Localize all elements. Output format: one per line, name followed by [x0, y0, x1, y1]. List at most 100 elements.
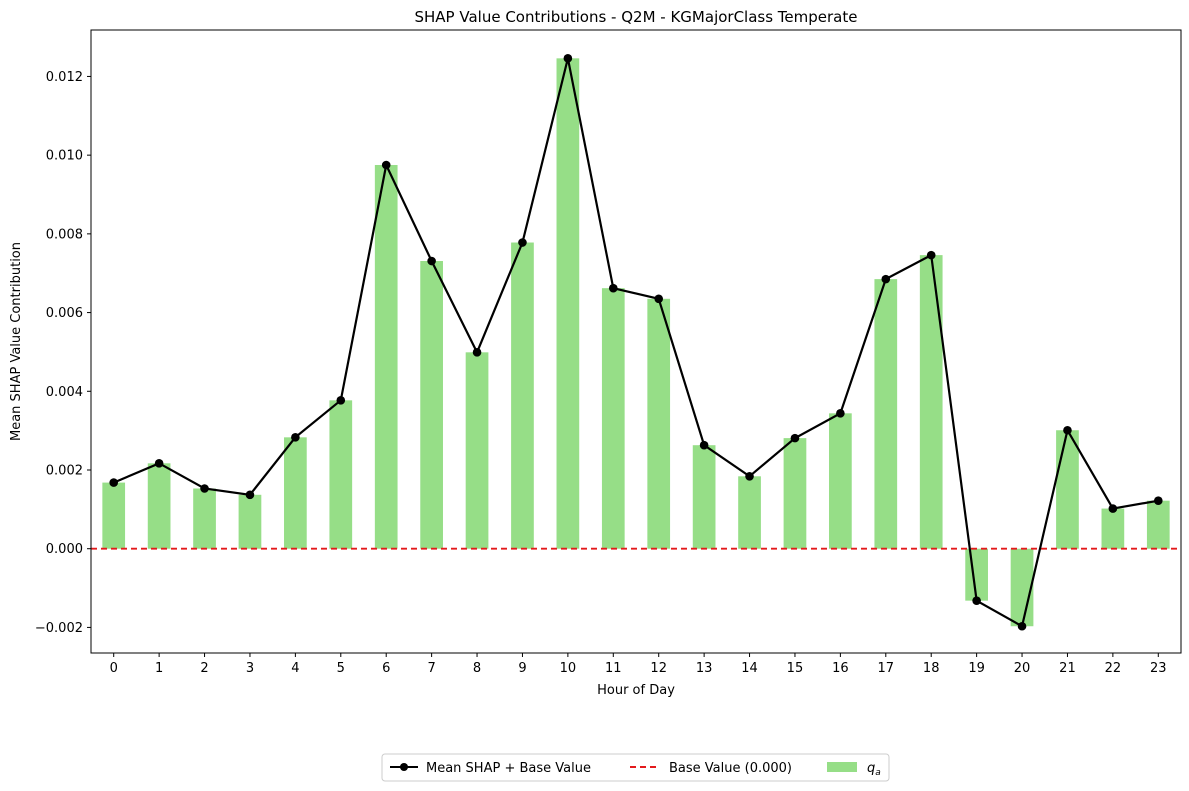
legend-label-qa: qa [867, 761, 881, 778]
x-tick-label: 22 [1105, 661, 1122, 676]
legend: Mean SHAP + Base Value Base Value (0.000… [381, 753, 890, 782]
point-hour-12 [654, 294, 664, 304]
point-hour-4 [291, 433, 300, 442]
plot-frame [90, 29, 1182, 654]
bar-hour-4 [284, 437, 307, 549]
x-tick-label: 0 [110, 661, 118, 676]
bar-hour-7 [420, 261, 443, 549]
bar-hour-3 [238, 494, 262, 549]
y-tick-label: 0.008 [46, 227, 83, 242]
bar-hour-17 [874, 279, 898, 549]
point-hour-8 [472, 348, 482, 357]
bar-hour-16 [829, 413, 852, 549]
y-tick-label: 0.006 [46, 306, 83, 321]
x-tick-label: 1 [155, 661, 163, 676]
point-hour-22 [1108, 504, 1118, 513]
point-hour-9 [518, 238, 527, 247]
x-tick-label: 23 [1150, 661, 1167, 676]
x-tick-label: 11 [605, 661, 622, 676]
bar-hour-1 [147, 463, 171, 549]
bar-hour-20 [1010, 548, 1034, 627]
bar-hour-21 [1056, 430, 1079, 549]
x-tick-label: 3 [246, 661, 254, 676]
x-tick-label: 4 [291, 661, 299, 676]
bar-hour-23 [1146, 500, 1170, 549]
legend-item-qa: qa [827, 761, 881, 778]
bar-hour-2 [193, 488, 216, 549]
y-tick-label: 0.012 [46, 70, 83, 85]
mean-shap-line-series [109, 54, 1163, 631]
bar-hour-0 [102, 482, 126, 549]
y-tick-label: 0.000 [46, 542, 83, 557]
point-hour-21 [1063, 425, 1072, 435]
y-tick-label: −0.002 [35, 621, 83, 636]
legend-bar-swatch [827, 762, 857, 772]
bar-hour-9 [511, 242, 534, 549]
x-tick-label: 21 [1059, 661, 1076, 676]
point-hour-13 [699, 440, 709, 450]
point-hour-1 [154, 459, 164, 468]
legend-item-base-value: Base Value (0.000) [630, 761, 792, 776]
point-hour-11 [608, 283, 618, 293]
x-tick-label: 14 [741, 661, 758, 676]
point-hour-20 [1017, 621, 1027, 631]
point-hour-19 [972, 596, 981, 605]
bar-hour-5 [329, 400, 353, 549]
x-axis: 0 1 2 3 4 5 6 7 8 9 10 11 12 13 14 15 16 17 18 19 20 21 22 23 [110, 653, 1167, 676]
point-hour-0 [109, 478, 119, 487]
x-tick-label: 5 [337, 661, 345, 676]
bar-hour-6 [374, 164, 398, 549]
x-tick-label: 12 [650, 661, 667, 676]
bar-hour-12 [647, 298, 671, 549]
point-hour-14 [745, 471, 754, 481]
bar-hour-11 [601, 288, 625, 549]
point-hour-2 [200, 484, 209, 493]
legend-item-mean-shap: Mean SHAP + Base Value [390, 761, 591, 776]
x-tick-label: 10 [560, 661, 577, 676]
x-tick-label: 20 [1014, 661, 1031, 676]
x-tick-label: 16 [832, 661, 849, 676]
x-tick-label: 8 [473, 661, 481, 676]
x-tick-label: 9 [518, 661, 526, 676]
point-hour-10 [563, 54, 573, 63]
x-tick-label: 7 [427, 661, 435, 676]
x-tick-label: 18 [923, 661, 940, 676]
y-axis: −0.002 0.000 0.002 0.004 0.006 0.008 0.010 0.01… [35, 70, 91, 636]
x-tick-label: 13 [696, 661, 713, 676]
point-hour-6 [381, 160, 391, 170]
y-tick-label: 0.010 [46, 149, 83, 164]
y-tick-label: 0.004 [46, 385, 83, 400]
x-tick-label: 19 [968, 661, 985, 676]
bar-hour-10 [556, 58, 580, 549]
x-tick-label: 2 [200, 661, 208, 676]
point-hour-23 [1153, 496, 1163, 505]
y-axis-label: Mean SHAP Value Contribution [9, 242, 24, 441]
point-hour-7 [427, 256, 436, 266]
bar-hour-13 [692, 445, 716, 549]
x-tick-label: 6 [382, 661, 390, 676]
bar-hour-15 [783, 438, 807, 549]
point-hour-18 [926, 250, 936, 260]
point-hour-5 [336, 396, 346, 405]
point-hour-17 [881, 274, 891, 284]
bar-series [102, 58, 1170, 627]
chart-title: SHAP Value Contributions - Q2M - KGMajor… [415, 8, 858, 26]
mean-shap-line [113, 58, 1159, 628]
bar-hour-14 [738, 476, 761, 549]
y-tick-label: 0.002 [46, 463, 83, 478]
legend-label-base-value: Base Value (0.000) [669, 761, 792, 776]
legend-label-mean-shap: Mean SHAP + Base Value [426, 761, 591, 776]
point-hour-15 [790, 433, 800, 443]
legend-marker-swatch [400, 763, 408, 771]
legend-label-qa-sub: a [875, 768, 881, 778]
bar-hour-18 [919, 255, 943, 549]
x-axis-label: Hour of Day [597, 683, 675, 698]
bar-hour-22 [1101, 508, 1125, 549]
bar-hour-8 [465, 352, 489, 549]
point-hour-3 [245, 490, 255, 500]
point-hour-16 [836, 409, 845, 418]
legend-label-qa-main: q [867, 761, 875, 776]
x-tick-label: 17 [878, 661, 895, 676]
x-tick-label: 15 [787, 661, 804, 676]
